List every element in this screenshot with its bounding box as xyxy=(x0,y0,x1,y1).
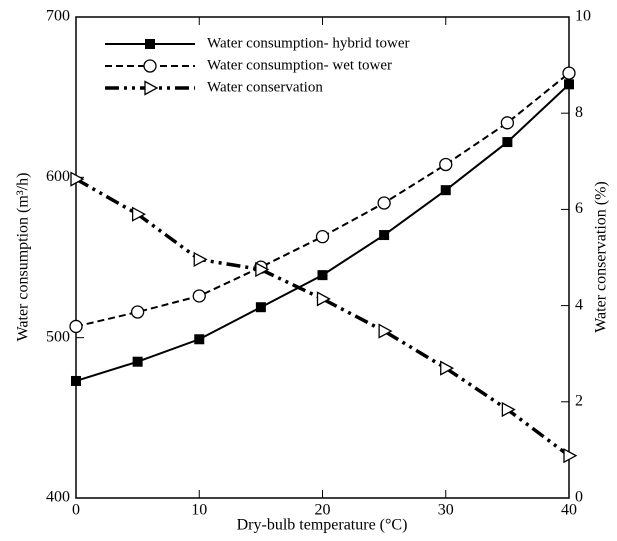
y2-tick-label: 0 xyxy=(575,489,583,506)
legend-marker xyxy=(145,39,155,49)
marker xyxy=(440,185,451,196)
y2-tick-label: 10 xyxy=(575,8,591,25)
series-line xyxy=(75,72,570,328)
y2-tick-label: 6 xyxy=(575,200,583,217)
series-line xyxy=(75,177,571,458)
y-axis-label: Water consumption (m³/h) xyxy=(15,173,32,342)
marker xyxy=(194,334,205,345)
marker xyxy=(192,289,206,303)
marker xyxy=(379,230,390,241)
y-tick-label: 700 xyxy=(46,8,70,25)
legend-label: Water conservation xyxy=(207,79,323,95)
marker xyxy=(255,261,270,278)
marker xyxy=(315,230,330,244)
y2-tick-label: 2 xyxy=(575,392,583,409)
x-tick-label: 40 xyxy=(561,502,577,519)
marker xyxy=(130,305,145,319)
y2-tick-label: 4 xyxy=(575,296,583,313)
marker xyxy=(502,137,513,148)
x-tick-label: 0 xyxy=(72,502,80,519)
marker xyxy=(562,66,576,80)
marker xyxy=(563,448,578,464)
legend-label: Water consumption- wet tower xyxy=(207,57,392,73)
marker xyxy=(316,291,331,307)
marker xyxy=(132,356,143,367)
marker xyxy=(439,157,453,172)
marker xyxy=(255,302,266,313)
legend-marker xyxy=(143,59,157,73)
marker xyxy=(131,206,146,222)
x-tick-label: 10 xyxy=(191,502,207,519)
marker xyxy=(500,116,515,130)
legend-marker xyxy=(144,80,159,96)
x-axis-label: Dry-bulb temperature (°C) xyxy=(237,517,408,534)
y-tick-label: 400 xyxy=(46,489,70,506)
legend-label: Water consumption- hybrid tower xyxy=(207,35,410,51)
marker xyxy=(440,360,455,376)
y2-tick-label: 8 xyxy=(575,104,583,121)
y-tick-label: 500 xyxy=(46,328,70,345)
marker xyxy=(564,79,574,90)
marker xyxy=(70,171,85,187)
marker xyxy=(378,323,393,339)
marker xyxy=(317,270,328,281)
marker xyxy=(377,196,391,210)
marker xyxy=(193,251,208,268)
marker xyxy=(69,319,83,334)
x-tick-label: 20 xyxy=(315,502,331,519)
x-tick-label: 30 xyxy=(438,502,454,519)
marker xyxy=(71,375,81,386)
y2-axis-label: Water conservation (%) xyxy=(593,181,610,333)
marker xyxy=(501,401,516,418)
y-tick-label: 600 xyxy=(46,168,70,185)
